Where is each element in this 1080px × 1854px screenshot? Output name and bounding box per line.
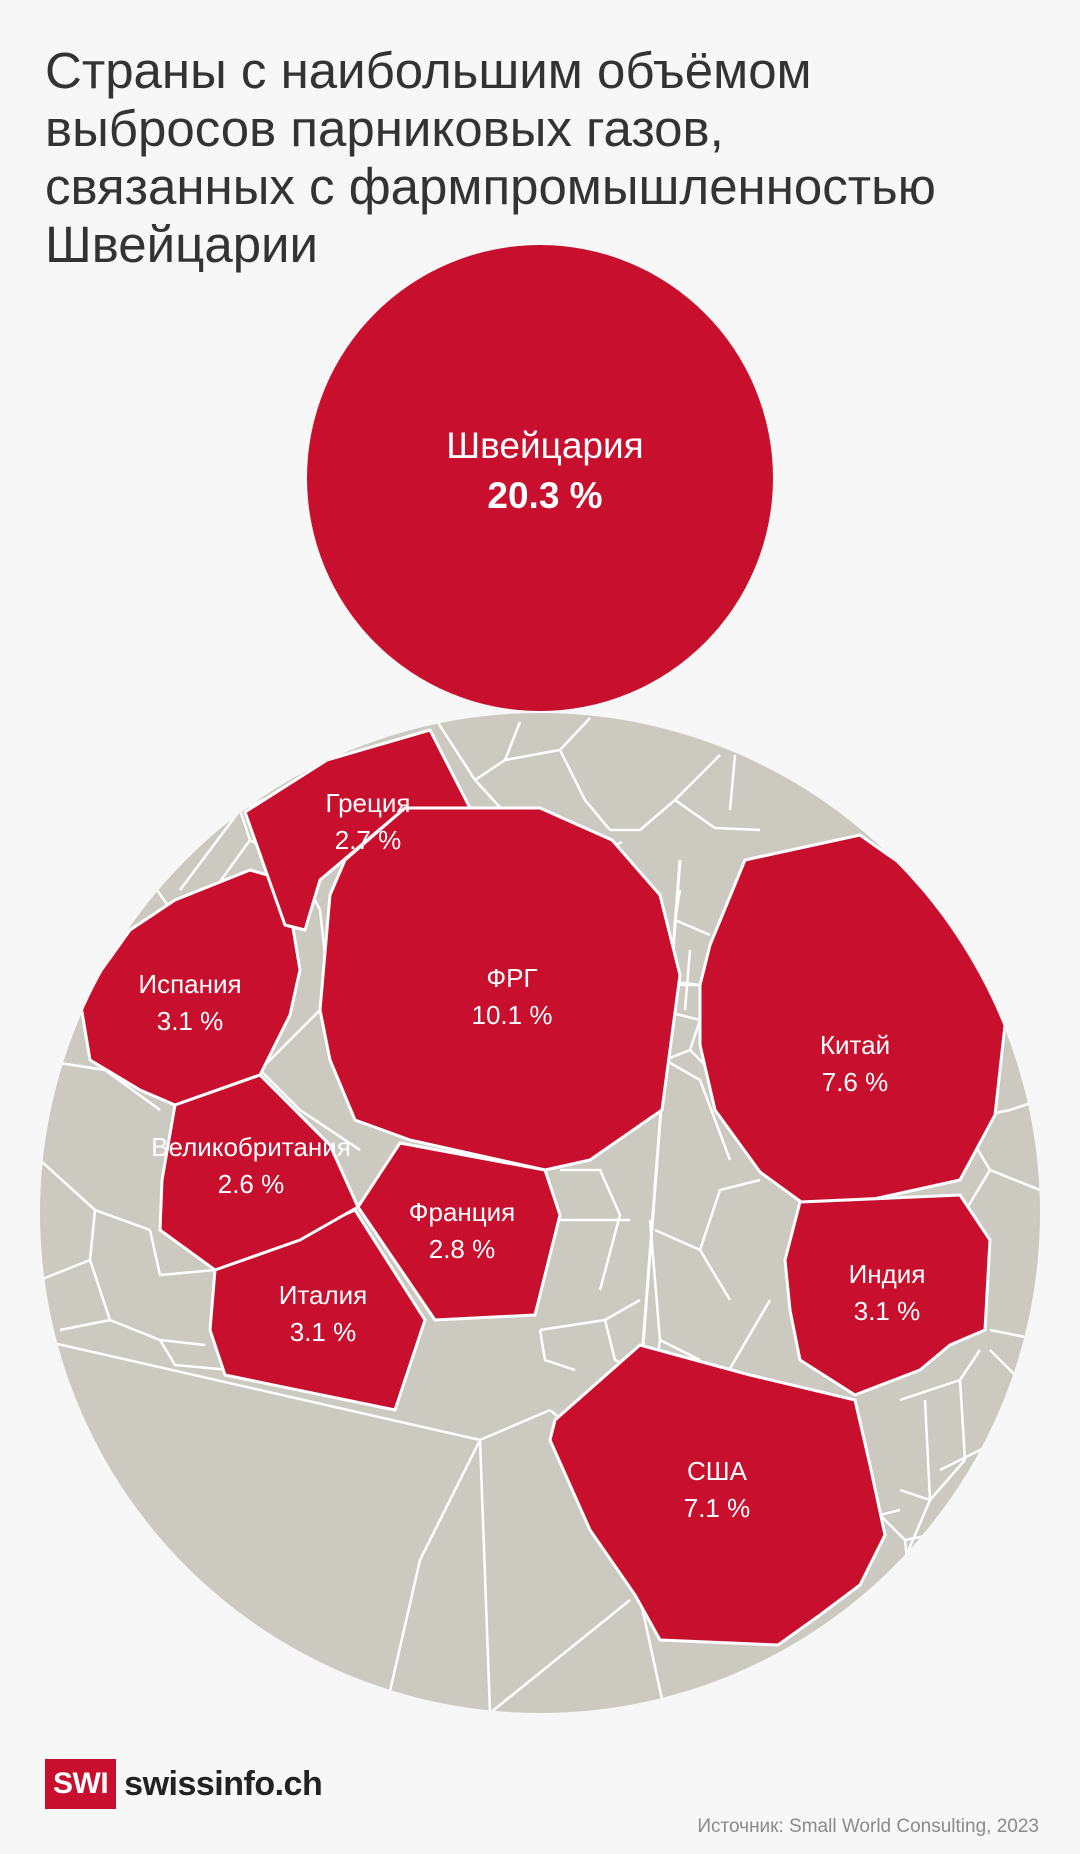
label-italy: Италия (279, 1280, 368, 1310)
label-uk: Великобритания (151, 1132, 351, 1162)
title-line: Швейцарии (45, 216, 319, 273)
title-line: выбросов парниковых газов, (45, 100, 724, 157)
cell-india (783, 1193, 992, 1397)
chart-title: Страны с наибольшим объёмом выбросов пар… (45, 42, 1045, 274)
value-spain: 3.1 % (157, 1006, 224, 1036)
label-china: Китай (820, 1030, 890, 1060)
value-usa: 7.1 % (684, 1493, 751, 1523)
title-line: связанных с фармпромышленностью (45, 158, 936, 215)
label-frg: ФРГ (486, 963, 537, 993)
value-greece: 2.7 % (335, 825, 402, 855)
swi-logo-mark: SWI (45, 1759, 117, 1809)
label-greece: Греция (325, 788, 410, 818)
value-india: 3.1 % (854, 1296, 921, 1326)
swi-logo[interactable]: SWI swissinfo.ch (45, 1759, 323, 1809)
value-frg: 10.1 % (472, 1000, 553, 1030)
value-france: 2.8 % (429, 1234, 496, 1264)
source-note: Источник: Small World Consulting, 2023 (697, 1816, 1039, 1837)
title-line: Страны с наибольшим объёмом (45, 42, 812, 99)
label-france: Франция (409, 1197, 516, 1227)
label-spain: Испания (138, 969, 241, 999)
value-italy: 3.1 % (290, 1317, 357, 1347)
cell-spain (78, 868, 302, 1107)
switzerland-circle (307, 245, 773, 711)
cell-france (356, 1141, 562, 1322)
cell-uk (158, 1073, 360, 1272)
labels: Швейцария 20.3 % ФРГ 10.1 % Китай 7.6 % … (138, 425, 925, 1523)
label-switzerland: Швейцария (446, 425, 643, 466)
cell-greece (243, 728, 472, 932)
cell-usa (548, 1343, 887, 1647)
swi-logo-text: swissinfo.ch (124, 1764, 323, 1803)
value-switzerland: 20.3 % (487, 475, 602, 516)
label-india: Индия (849, 1259, 926, 1289)
value-uk: 2.6 % (218, 1169, 285, 1199)
value-china: 7.6 % (822, 1067, 889, 1097)
label-usa: США (687, 1456, 748, 1486)
countries-circle (40, 713, 1040, 1713)
highlighted-cells (78, 728, 1007, 1647)
